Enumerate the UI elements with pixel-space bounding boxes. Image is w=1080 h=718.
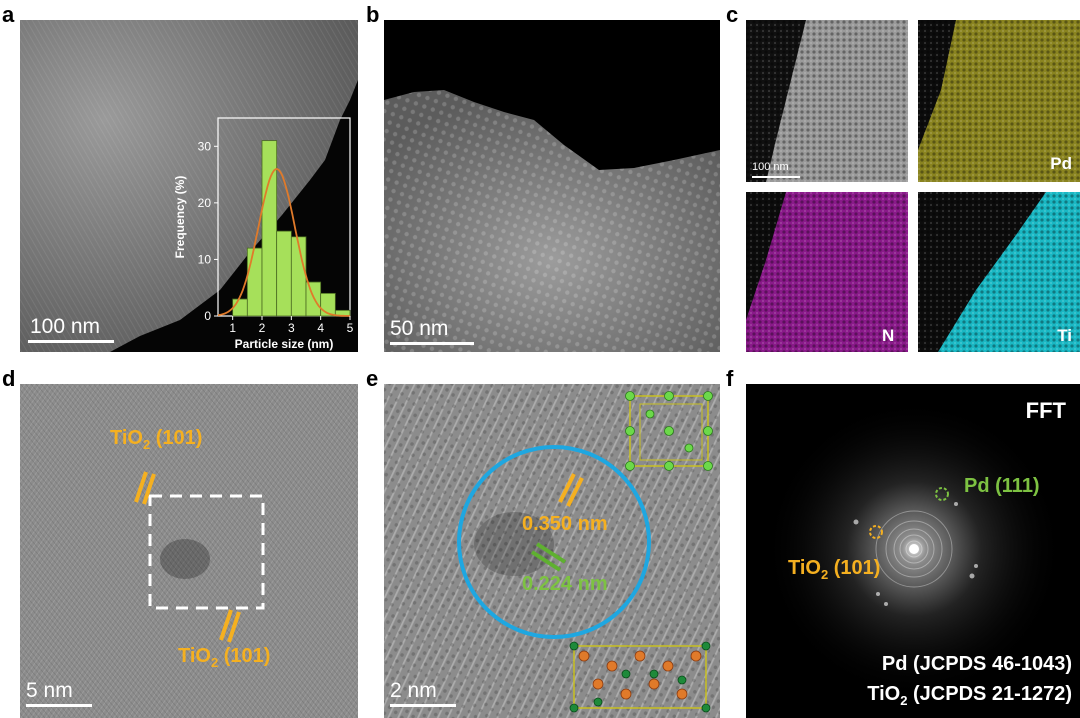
histogram-bar	[246, 247, 263, 317]
histogram-bar	[276, 230, 292, 317]
x-tick-label: 3	[288, 321, 295, 335]
scale-label-b: 50 nm	[390, 317, 449, 340]
y-tick-label: 30	[198, 139, 212, 153]
panel-c-maps-svg	[746, 20, 1080, 352]
spacing-label-0350: 0.350 nm	[522, 513, 608, 535]
reference-pd-jcpds: Pd (JCPDS 46-1043)	[881, 653, 1072, 675]
x-tick-label: 1	[229, 321, 236, 335]
panel-b-haadf	[384, 90, 720, 352]
x-tick-label: 2	[259, 321, 266, 335]
panel-e-image: 0.350 nm 0.224 nm 2 nm	[384, 384, 720, 718]
histogram-bar	[232, 298, 248, 317]
panel-f-fft: FFT Pd (111) TiO2 (101) Pd (JCPDS 46-104…	[746, 384, 1080, 718]
panel-label-f: f	[726, 366, 734, 391]
scale-label-e: 2 nm	[390, 679, 437, 702]
scale-label-c: 100 nm	[752, 161, 789, 173]
panel-f-fft-svg	[746, 384, 1080, 718]
panel-label-a: a	[2, 2, 15, 27]
fft-spot-pd-111: Pd (111)	[964, 475, 1040, 497]
x-axis-label: Particle size (nm)	[235, 337, 334, 351]
gaussian-fit-line	[217, 168, 351, 317]
histogram-bar	[305, 281, 322, 317]
scale-label-a: 100 nm	[30, 315, 101, 338]
panel-label-d: d	[2, 366, 16, 391]
spacing-label-0224: 0.224 nm	[522, 573, 608, 595]
panel-label-e: e	[366, 366, 379, 391]
scale-label-d: 5 nm	[26, 679, 73, 702]
y-axis-label: Frequency (%)	[173, 176, 187, 259]
map-label-pd: Pd	[1050, 154, 1072, 173]
y-tick-label: 20	[198, 196, 212, 210]
panel-c-eds-maps: 100 nm Pd N Ti	[746, 20, 1080, 352]
panel-label-b: b	[366, 2, 380, 27]
scale-bar-e	[390, 704, 456, 707]
panel-label-c: c	[726, 2, 739, 27]
fft-title: FFT	[1025, 398, 1066, 423]
panel-d-hrtem	[20, 384, 358, 718]
scale-bar-a	[28, 340, 114, 343]
fft-spot-tio2-101: TiO2 (101)	[788, 557, 881, 582]
scale-bar-d	[26, 704, 92, 707]
y-tick-label: 10	[198, 252, 212, 266]
scale-bar-b	[390, 342, 474, 345]
panel-e-hrtem	[384, 384, 720, 718]
x-tick-label: 4	[317, 321, 324, 335]
y-tick-label: 0	[204, 309, 211, 323]
map-label-n: N	[882, 326, 895, 345]
scale-bar-c	[752, 176, 800, 178]
histogram-bar	[261, 140, 278, 317]
lattice-label-tio2-top: TiO2 (101)	[110, 427, 203, 452]
map-label-ti: Ti	[1057, 326, 1072, 345]
histogram-svg: 1 2 3 4 5 0 10 20 30 Particle size (nm) Frequency …	[173, 117, 354, 351]
panel-d-image: TiO2 (101) TiO2 (101) 5 nm	[20, 384, 358, 718]
reference-tio2-jcpds: TiO2 (JCPDS 21-1272)	[867, 683, 1072, 708]
lattice-label-tio2-bottom: TiO2 (101)	[178, 645, 271, 670]
x-tick-label: 5	[347, 321, 354, 335]
size-histogram-inset: 1 2 3 4 5 0 10 20 30 Particle size (nm) Frequency …	[170, 108, 358, 352]
panel-a-image: 100 nm 1 2 3 4 5 0 10 20 30 Particle size (nm) Fre…	[20, 20, 358, 352]
panel-b-image: 50 nm	[384, 20, 720, 352]
